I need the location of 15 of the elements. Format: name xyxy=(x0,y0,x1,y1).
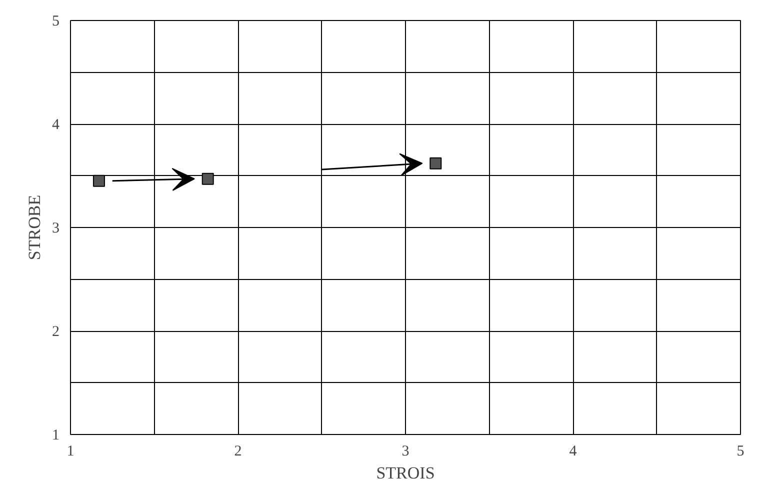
x-tick-label: 3 xyxy=(402,444,410,460)
point xyxy=(202,172,214,185)
y-tick-label: 2 xyxy=(52,324,60,340)
x-tick-label: 4 xyxy=(569,444,578,460)
x-axis-title: STROIS xyxy=(376,464,435,482)
x-tick-label: 2 xyxy=(234,444,242,460)
x-tick-label: 1 xyxy=(66,444,74,460)
y-tick-label: 1 xyxy=(52,428,60,444)
y-tick-label: 3 xyxy=(52,220,60,236)
y-tick-label: 5 xyxy=(52,14,60,30)
y-axis-title: STROBE xyxy=(25,194,44,260)
x-tick-label: 5 xyxy=(736,444,744,460)
y-tick-label: 4 xyxy=(52,117,60,133)
point xyxy=(92,174,105,187)
point xyxy=(430,157,442,170)
